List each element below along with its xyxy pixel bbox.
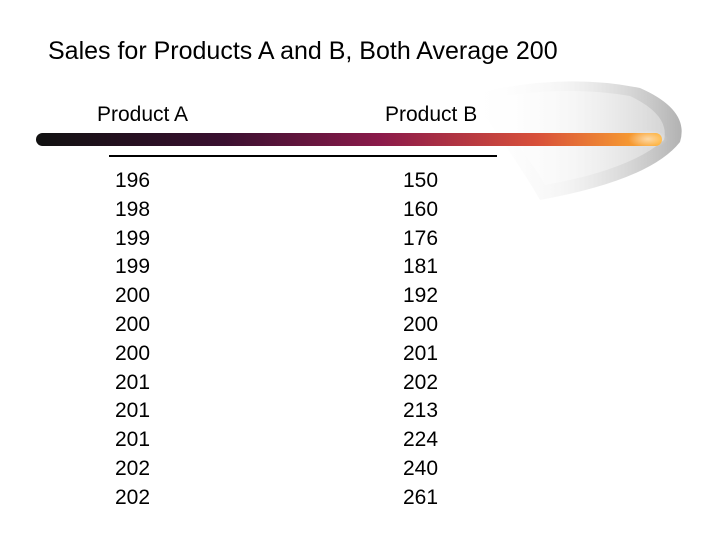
product-b-value: 224 xyxy=(403,428,439,452)
product-a-value: 199 xyxy=(115,226,151,250)
product-a-value: 202 xyxy=(115,456,151,480)
product-a-value: 200 xyxy=(115,312,151,336)
product-b-value: 202 xyxy=(403,370,439,394)
product-b-value: 261 xyxy=(403,485,439,509)
product-b-value: 201 xyxy=(403,341,439,365)
product-a-value: 200 xyxy=(115,341,151,365)
product-b-values: 150 160 176 181 192 200 201 202 213 224 … xyxy=(403,167,438,513)
product-b-value: 160 xyxy=(403,197,439,221)
product-b-value: 240 xyxy=(403,456,439,480)
product-b-value: 200 xyxy=(403,312,439,336)
product-a-value: 196 xyxy=(115,169,151,192)
slide-title: Sales for Products A and B, Both Average… xyxy=(48,37,558,65)
column-header-product-b: Product B xyxy=(385,103,478,126)
header-divider xyxy=(109,155,497,157)
product-a-value: 199 xyxy=(115,255,151,279)
product-a-value: 200 xyxy=(115,284,151,308)
product-a-values: 196 198 199 199 200 200 200 201 201 201 … xyxy=(115,167,150,513)
column-header-product-a: Product A xyxy=(97,103,189,126)
product-a-value: 198 xyxy=(115,197,151,221)
product-b-value: 150 xyxy=(403,169,439,192)
product-a-value: 202 xyxy=(115,485,151,509)
product-b-value: 213 xyxy=(403,399,439,423)
product-b-value: 181 xyxy=(403,255,439,279)
product-b-value: 192 xyxy=(403,284,439,308)
product-a-value: 201 xyxy=(115,428,151,452)
product-a-value: 201 xyxy=(115,370,151,394)
product-a-value: 201 xyxy=(115,399,151,423)
product-b-value: 176 xyxy=(403,226,439,250)
